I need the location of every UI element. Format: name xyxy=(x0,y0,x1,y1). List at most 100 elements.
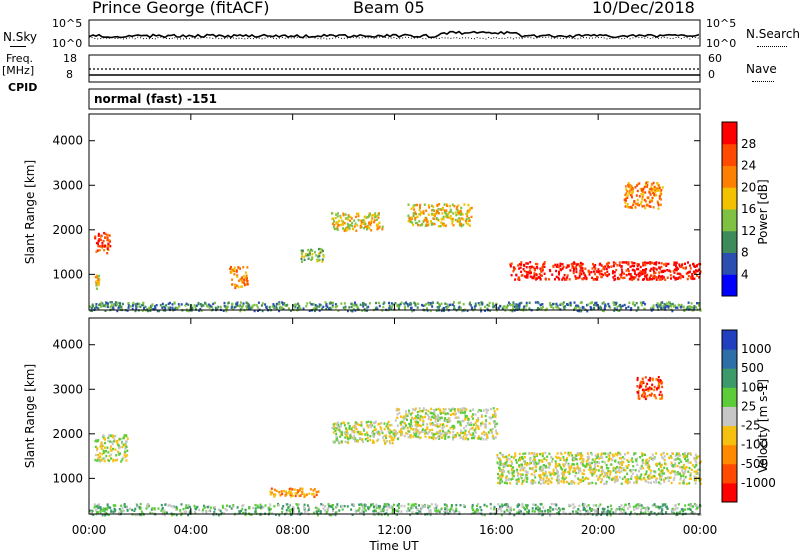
power-cell xyxy=(523,275,526,278)
power-cell xyxy=(98,274,100,278)
power-cbar-segment xyxy=(722,122,737,145)
velocity-cell xyxy=(581,472,584,475)
velocity-cell xyxy=(309,488,312,491)
power-cell xyxy=(237,266,240,269)
power-cell xyxy=(467,203,470,207)
velocity-cell xyxy=(568,470,571,474)
velocity-cell xyxy=(170,505,173,508)
power-cell xyxy=(644,270,647,274)
power-cell xyxy=(307,253,309,257)
velocity-cell xyxy=(402,425,404,428)
velocity-cell xyxy=(543,457,546,460)
velocity-cell xyxy=(447,436,450,439)
velocity-cell xyxy=(187,513,190,517)
velocity-cell xyxy=(252,506,255,510)
velocity-cell xyxy=(414,409,416,412)
velocity-cell xyxy=(659,397,662,400)
velocity-cell xyxy=(624,469,627,472)
velocity-cell xyxy=(433,413,436,416)
velocity-cell xyxy=(501,462,504,466)
power-cell xyxy=(523,264,526,268)
velocity-cell xyxy=(628,481,631,484)
velocity-cell xyxy=(520,456,523,459)
velocity-cell xyxy=(556,479,559,482)
velocity-cell xyxy=(537,510,540,513)
power-cell xyxy=(236,301,239,304)
velocity-cell xyxy=(118,511,121,514)
velocity-cell xyxy=(452,427,455,430)
velocity-cell xyxy=(678,458,681,461)
velocity-cell xyxy=(554,460,557,463)
power-cell xyxy=(197,303,200,306)
power-cell xyxy=(298,305,301,308)
velocity-cell xyxy=(416,428,419,432)
velocity-cell xyxy=(294,492,297,495)
velocity-cell xyxy=(101,452,104,456)
velocity-cell xyxy=(575,454,578,457)
power-cell xyxy=(523,269,526,273)
power-cell xyxy=(104,245,106,248)
time-tick-label: 12:00 xyxy=(377,523,412,537)
power-cell xyxy=(231,302,234,306)
power-cell xyxy=(520,270,523,273)
power-cell xyxy=(365,225,368,228)
velocity-cell xyxy=(403,415,406,418)
power-cell xyxy=(634,276,637,279)
velocity-cell xyxy=(558,507,560,510)
power-cell xyxy=(103,304,106,307)
velocity-cell xyxy=(532,479,535,483)
velocity-cell xyxy=(557,478,560,481)
power-cell xyxy=(436,218,439,221)
velocity-cell xyxy=(554,466,557,470)
velocity-cell xyxy=(626,459,629,462)
velocity-cell xyxy=(642,467,645,470)
power-cell xyxy=(579,266,582,270)
velocity-cell xyxy=(508,472,511,475)
velocity-cell xyxy=(313,488,316,491)
power-cell xyxy=(561,267,564,270)
velocity-cell xyxy=(472,432,475,435)
velocity-cell xyxy=(346,432,349,435)
velocity-cell xyxy=(254,510,257,513)
power-cell xyxy=(525,270,528,274)
power-cell xyxy=(150,307,153,311)
velocity-cell xyxy=(660,463,663,467)
power-cell xyxy=(652,304,655,307)
velocity-cell xyxy=(517,474,519,477)
power-cell xyxy=(185,309,188,312)
velocity-cell xyxy=(616,470,619,473)
velocity-cell xyxy=(492,420,495,423)
power-cell xyxy=(180,303,183,306)
velocity-cell xyxy=(485,411,488,414)
velocity-cell xyxy=(293,488,296,491)
power-cell xyxy=(405,301,408,304)
velocity-cell xyxy=(281,510,284,514)
velocity-cell xyxy=(370,503,372,506)
velocity-cell xyxy=(497,472,499,476)
power-cell xyxy=(456,205,459,209)
power-cell xyxy=(103,249,106,252)
velocity-cell xyxy=(485,505,488,508)
velocity-cell xyxy=(444,437,447,440)
velocity-cell xyxy=(121,458,124,461)
velocity-cell xyxy=(539,473,542,477)
power-cell xyxy=(621,271,624,274)
power-cell xyxy=(650,267,653,271)
velocity-cell xyxy=(595,461,597,465)
power-cell xyxy=(131,304,134,307)
velocity-cell xyxy=(223,512,225,515)
velocity-cell xyxy=(376,439,379,442)
velocity-cell xyxy=(687,470,690,473)
velocity-cell xyxy=(676,507,679,510)
velocity-cell xyxy=(622,467,625,470)
velocity-cell xyxy=(455,412,458,415)
velocity-cell xyxy=(114,448,117,451)
velocity-cell xyxy=(658,462,661,465)
power-cell xyxy=(257,301,260,304)
power-cell xyxy=(414,221,417,225)
power-cell xyxy=(336,228,339,231)
velocity-cell xyxy=(538,507,541,510)
power-cell xyxy=(398,303,401,307)
velocity-cell xyxy=(658,473,661,476)
velocity-cell xyxy=(542,481,545,485)
